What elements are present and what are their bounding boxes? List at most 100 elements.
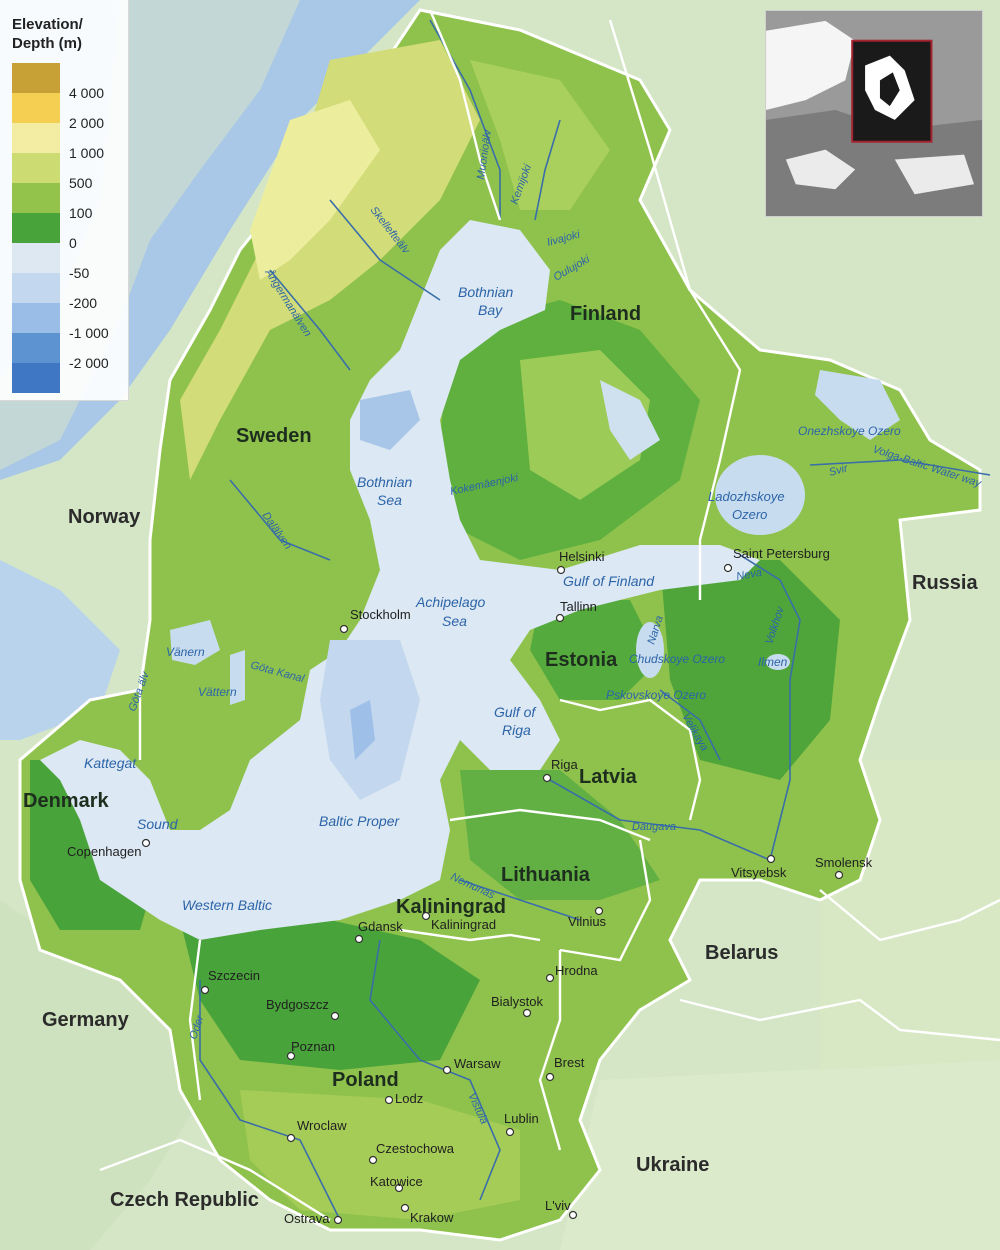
water-kattegat: Kattegat (84, 755, 137, 771)
lake-ilmen (766, 654, 790, 670)
label-poland: Poland (332, 1069, 399, 1091)
estonia-lowland (530, 600, 660, 700)
water-baltic-proper: Baltic Proper (319, 813, 400, 829)
river-kemijoki (534, 119, 561, 221)
marker-lublin (505, 1127, 515, 1137)
inset-land-south (785, 149, 856, 190)
legend-label: -200 (69, 295, 98, 311)
border-latvia-lithuania (449, 808, 651, 842)
city-warsaw: Warsaw (454, 1056, 501, 1071)
river-label-svir: Svir (828, 462, 851, 479)
legend-swatch (12, 363, 60, 393)
city-vilnius: Vilnius (568, 914, 607, 929)
marker-czestochowa (368, 1155, 378, 1165)
marker-copenhagen (141, 838, 151, 848)
legend-label: -1 000 (69, 325, 109, 341)
label-latvia: Latvia (579, 766, 638, 788)
inset-land-east (894, 154, 975, 195)
lake-ladoga (715, 455, 805, 535)
legend-label: 2 000 (69, 115, 105, 131)
lake-vattern (230, 650, 245, 705)
marker-hrodna (545, 973, 555, 983)
country-borders (99, 9, 1000, 1222)
river-daugava (549, 779, 771, 861)
water-archipelago-2: Sea (442, 613, 467, 629)
water-bothnian-bay-2: Bay (478, 302, 503, 318)
marker-tallinn (555, 613, 565, 623)
city-brest: Brest (554, 1055, 585, 1070)
river-nemunas (459, 879, 581, 921)
water-archipelago-1: Achipelago (415, 594, 485, 610)
border-poland-czech (99, 1138, 331, 1222)
finland-lakeland (520, 350, 650, 500)
label-kaliningrad: Kaliningrad (396, 896, 506, 918)
water-chudskoye: Chudskoye Ozero (629, 652, 725, 666)
city-krakow: Krakow (410, 1210, 454, 1225)
legend-label: 1 000 (69, 145, 105, 161)
legend-swatch (12, 273, 60, 303)
marker-ostrava (333, 1215, 343, 1225)
label-finland: Finland (570, 303, 641, 325)
water-vattern: Vättern (198, 685, 237, 699)
marker-riga (542, 773, 552, 783)
russia-lowland (660, 560, 840, 780)
mountain-zone-north (180, 40, 480, 480)
legend-swatch (12, 123, 60, 153)
label-belarus: Belarus (705, 942, 778, 964)
border-poland-belarus (538, 950, 562, 1151)
label-ukraine: Ukraine (636, 1154, 709, 1176)
city-wroclaw: Wroclaw (297, 1118, 347, 1133)
water-ladoga-2: Ozero (732, 507, 767, 522)
river-skelleftealv (329, 199, 441, 301)
legend-swatch (12, 303, 60, 333)
river-volkhov (739, 554, 801, 861)
river-dalalven (229, 479, 331, 561)
river-oder (199, 980, 341, 1221)
water-sound: Sound (137, 816, 179, 832)
border-belarus-ukraine (679, 998, 1000, 1042)
city-szczecin: Szczecin (208, 968, 260, 983)
legend-title-line1: Elevation/ (12, 16, 83, 33)
water-onega: Onezhskoye Ozero (798, 424, 901, 438)
border-sweden-finland (428, 9, 502, 221)
marker-warsaw (442, 1065, 452, 1075)
inset-baltic-sea (879, 72, 900, 107)
marker-saint-petersburg (723, 563, 733, 573)
city-markers (141, 563, 844, 1225)
marker-vitsyebsk (766, 854, 776, 864)
city-bydgoszcz: Bydgoszcz (266, 997, 329, 1012)
legend-title-line2: Depth (m) (12, 35, 82, 52)
label-lithuania: Lithuania (501, 864, 591, 886)
border-germany-poland (188, 939, 202, 1101)
label-germany: Germany (42, 1009, 130, 1031)
inset-land-west (766, 20, 856, 111)
legend-label: 0 (69, 235, 77, 251)
marker-poznan (286, 1051, 296, 1061)
lapland-zone (470, 60, 610, 210)
border-estonia-latvia (559, 698, 702, 821)
marker-brest (545, 1072, 555, 1082)
label-estonia: Estonia (545, 649, 618, 671)
marker-krakow (400, 1203, 410, 1213)
legend-swatch (12, 333, 60, 363)
legend-swatch (12, 153, 60, 183)
label-czech-republic: Czech Republic (110, 1189, 259, 1211)
river-volga-baltic (809, 459, 991, 476)
inset-overview-map (765, 10, 983, 217)
water-bothnian-bay-1: Bothnian (458, 284, 513, 300)
ukraine-land (560, 1060, 1000, 1250)
baltic-sea (40, 220, 760, 940)
city-riga: Riga (551, 757, 579, 772)
marker-kaliningrad (421, 911, 431, 921)
skagerrak (0, 560, 120, 740)
city-tallinn: Tallinn (560, 599, 597, 614)
river-label-neva: Neva (735, 567, 762, 583)
city-czestochowa: Czestochowa (376, 1141, 455, 1156)
legend-label: -2 000 (69, 355, 109, 371)
marker-wroclaw (286, 1133, 296, 1143)
legend-label: 4 000 (69, 85, 105, 101)
city-saint-petersburg: Saint Petersburg (733, 546, 830, 561)
river-label-daugava: Daugava (632, 821, 676, 833)
city-gdansk: Gdansk (358, 919, 403, 934)
legend-swatch (12, 213, 60, 243)
